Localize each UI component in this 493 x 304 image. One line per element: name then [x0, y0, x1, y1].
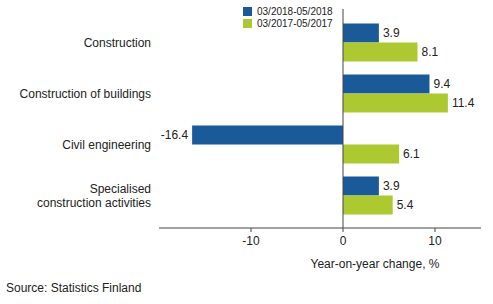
category-label: Civil engineering: [62, 138, 151, 152]
category-label: Construction of buildings: [20, 87, 151, 101]
category-label-line: construction activities: [37, 196, 151, 210]
data-label: 3.9: [383, 26, 400, 40]
legend-label: 03/2017-05/2017: [257, 18, 333, 29]
data-label: 8.1: [422, 45, 439, 59]
data-label: 9.4: [433, 77, 450, 91]
x-tick-label: -10: [242, 234, 260, 248]
x-tick-label: 10: [428, 234, 442, 248]
legend-label: 03/2018-05/2018: [257, 6, 333, 17]
bar: [343, 196, 393, 215]
x-tick: [343, 228, 344, 232]
data-label: 3.9: [383, 179, 400, 193]
bar: [343, 177, 379, 196]
zero-line: [343, 9, 344, 228]
legend-swatch: [243, 19, 252, 28]
bar: [343, 43, 418, 62]
bar: [343, 94, 448, 113]
category-label-line: Construction of buildings: [20, 87, 151, 101]
chart: 3.9 9.4 -16.4 3.9 8.1 11.4 6.1 5.4 -10 0 10 Constru…: [0, 0, 493, 304]
bar: [343, 24, 379, 43]
x-axis-label: Year-on-year change, %: [311, 257, 440, 271]
x-tick: [251, 228, 252, 232]
x-tick: [435, 228, 436, 232]
labels: 3.9 9.4 -16.4 3.9 8.1 11.4 6.1 5.4: [161, 26, 475, 212]
category-label: Specialisedconstruction activities: [37, 182, 151, 210]
bar: [343, 145, 399, 164]
data-label: 11.4: [452, 96, 475, 110]
category-label-line: Specialised: [90, 182, 151, 196]
data-label: 6.1: [403, 147, 420, 161]
legend-swatch: [243, 7, 252, 16]
category-label: Construction: [84, 36, 151, 50]
bar: [192, 126, 343, 145]
category-label-line: Construction: [84, 36, 151, 50]
x-axis: [159, 228, 481, 229]
source: Source: Statistics Finland: [6, 281, 141, 295]
bars: [192, 24, 448, 215]
bar: [343, 75, 429, 94]
legend: 03/2018-05/201803/2017-05/2017: [243, 6, 333, 29]
data-label: -16.4: [161, 128, 189, 142]
data-label: 5.4: [397, 198, 414, 212]
x-tick-label: 0: [340, 234, 347, 248]
category-label-line: Civil engineering: [62, 138, 151, 152]
